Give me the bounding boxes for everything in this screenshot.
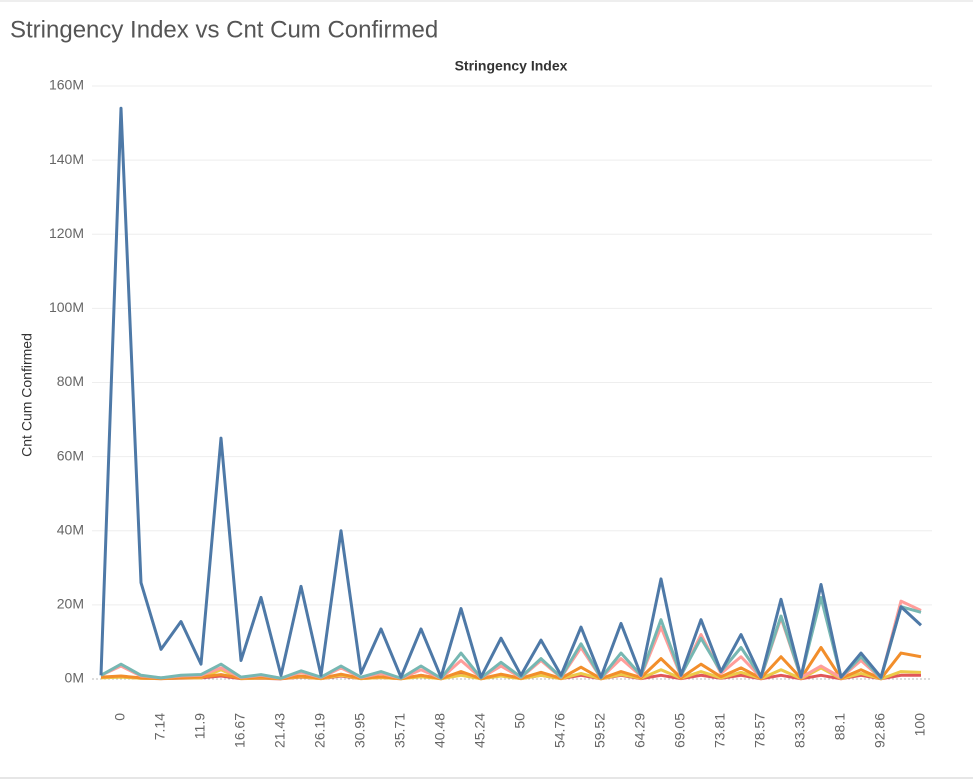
- x-tick-label: 26.19: [312, 713, 328, 748]
- y-tick-label: 160M: [49, 77, 84, 93]
- series-line: [100, 645, 922, 681]
- x-tick-label: 73.81: [712, 713, 728, 748]
- y-tick-label: 40M: [57, 521, 84, 537]
- x-tick-label: 64.29: [632, 713, 648, 748]
- x-tick-label: 11.9: [192, 713, 208, 739]
- x-tick-label: 7.14: [152, 713, 168, 740]
- y-tick-label: 20M: [57, 596, 84, 612]
- y-axis-title: Cnt Cum Confirmed: [19, 333, 35, 457]
- x-tick-label: 50: [512, 713, 528, 729]
- x-tick-label: 78.57: [752, 713, 768, 748]
- series-line: [100, 595, 922, 680]
- x-tick-label: 100: [912, 713, 928, 737]
- x-tick-label: 83.33: [792, 713, 808, 748]
- x-axis-title: Stringency Index: [455, 58, 568, 74]
- x-tick-label: 59.52: [592, 713, 608, 748]
- x-tick-label: 16.67: [232, 713, 248, 748]
- series-line: [99, 106, 923, 679]
- chart-title: Stringency Index vs Cnt Cum Confirmed: [10, 16, 438, 43]
- y-tick-label: 0M: [65, 670, 84, 686]
- y-tick-label: 60M: [57, 447, 84, 463]
- y-tick-label: 120M: [49, 225, 84, 241]
- x-tick-label: 0: [112, 713, 128, 721]
- y-tick-label: 100M: [49, 299, 84, 315]
- x-tick-label: 30.95: [352, 713, 368, 748]
- x-tick-label: 69.05: [672, 713, 688, 748]
- x-tick-label: 54.76: [552, 713, 568, 748]
- x-tick-label: 92.86: [872, 713, 888, 748]
- y-tick-label: 140M: [49, 151, 84, 167]
- y-tick-label: 80M: [57, 373, 84, 389]
- x-tick-label: 40.48: [432, 713, 448, 748]
- x-tick-label: 35.71: [392, 713, 408, 748]
- x-tick-label: 45.24: [472, 713, 488, 748]
- x-tick-label: 21.43: [272, 713, 288, 748]
- x-tick-label: 88.1: [832, 713, 848, 740]
